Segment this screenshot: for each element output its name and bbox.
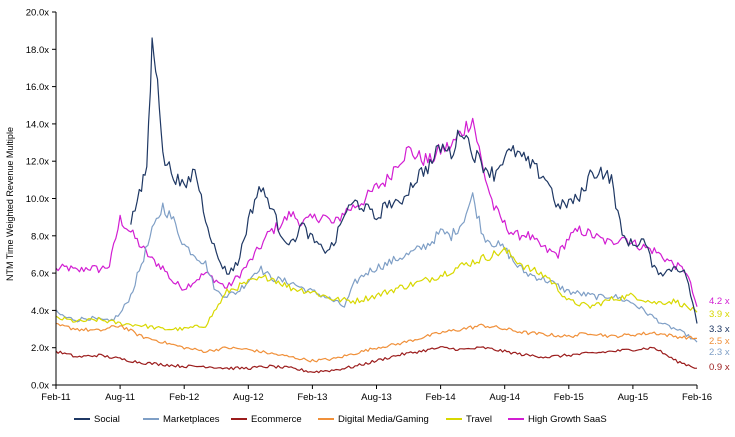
series-line-5 xyxy=(55,117,698,307)
series-line-1 xyxy=(55,192,698,343)
axes-layer: 0.0x 2.0x 4.0x 6.0x 8.0x 10.0x 12.0x 14.0x 16.0x… xyxy=(26,8,712,404)
end-value-label-1: 2.3 x xyxy=(709,347,730,358)
y-tick-label: 14.0x xyxy=(26,119,49,130)
series-line-0 xyxy=(130,37,698,324)
x-tick-label: Feb-14 xyxy=(426,392,456,403)
x-tick-label: Feb-11 xyxy=(41,392,70,403)
y-axis-label: NTM Time Weighted Revenue Multiple xyxy=(5,127,15,281)
series-line-4 xyxy=(55,246,698,332)
series-layer xyxy=(55,37,698,374)
x-tick-label: Aug-15 xyxy=(618,392,649,403)
series-line-3 xyxy=(55,322,697,363)
end-value-label-2: 0.9 x xyxy=(709,362,730,373)
legend-label-4: Travel xyxy=(466,414,492,425)
x-tick-label: Feb-13 xyxy=(297,392,327,403)
end-value-label-3: 2.5 x xyxy=(709,336,730,347)
end-value-label-0: 3.3 x xyxy=(709,324,730,335)
y-tick-label: 16.0x xyxy=(26,82,49,93)
legend-label-5: High Growth SaaS xyxy=(528,414,607,425)
y-tick-label: 8.0x xyxy=(31,231,49,242)
y-tick-label: 2.0x xyxy=(31,343,49,354)
x-tick-label: Aug-11 xyxy=(105,392,135,403)
y-tick-label: 6.0x xyxy=(31,269,49,280)
y-tick-label: 20.0x xyxy=(26,8,49,19)
x-tick-label: Feb-12 xyxy=(169,392,199,403)
legend-label-1: Marketplaces xyxy=(163,414,220,425)
y-tick-label: 12.0x xyxy=(26,157,49,168)
y-tick-label: 0.0x xyxy=(31,381,49,392)
y-tick-label: 4.0x xyxy=(31,306,49,317)
end-value-label-4: 3.9 x xyxy=(709,309,730,320)
x-tick-label: Aug-14 xyxy=(489,392,520,403)
x-tick-label: Aug-12 xyxy=(233,392,264,403)
end-value-label-5: 4.2 x xyxy=(709,296,730,307)
legend-label-0: Social xyxy=(94,414,120,425)
y-tick-label: 18.0x xyxy=(26,45,49,56)
x-tick-label: Aug-13 xyxy=(361,392,392,403)
x-tick-label: Feb-15 xyxy=(554,392,584,403)
y-tick-label: 10.0x xyxy=(26,194,49,205)
legend-label-3: Digital Media/Gaming xyxy=(338,414,429,425)
legend: Social Marketplaces Ecommerce Digital Media… xyxy=(74,414,607,425)
end-labels: 4.2 x 3.9 x 3.3 x2.5 x2.3 x 0.9 x xyxy=(709,296,730,373)
series-line-2 xyxy=(55,346,698,374)
x-tick-label: Feb-16 xyxy=(682,392,712,403)
legend-label-2: Ecommerce xyxy=(251,414,302,425)
